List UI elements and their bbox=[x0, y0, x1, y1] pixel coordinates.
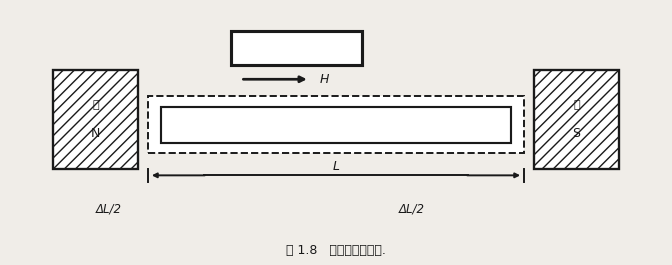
Text: N: N bbox=[91, 127, 100, 140]
Text: H: H bbox=[320, 73, 329, 86]
Bar bbox=[161, 107, 511, 143]
Text: ΔL/2: ΔL/2 bbox=[96, 203, 122, 216]
Text: 南: 南 bbox=[573, 100, 580, 110]
Text: S: S bbox=[573, 127, 581, 140]
Bar bbox=[534, 70, 619, 169]
Text: 图 1.8   磁致伸缩示意图.: 图 1.8 磁致伸缩示意图. bbox=[286, 244, 386, 257]
Bar bbox=[230, 31, 362, 65]
Bar bbox=[53, 70, 138, 169]
Bar bbox=[149, 96, 523, 153]
Text: L: L bbox=[333, 160, 339, 173]
Text: 北: 北 bbox=[92, 100, 99, 110]
Text: ΔL/2: ΔL/2 bbox=[398, 203, 425, 216]
